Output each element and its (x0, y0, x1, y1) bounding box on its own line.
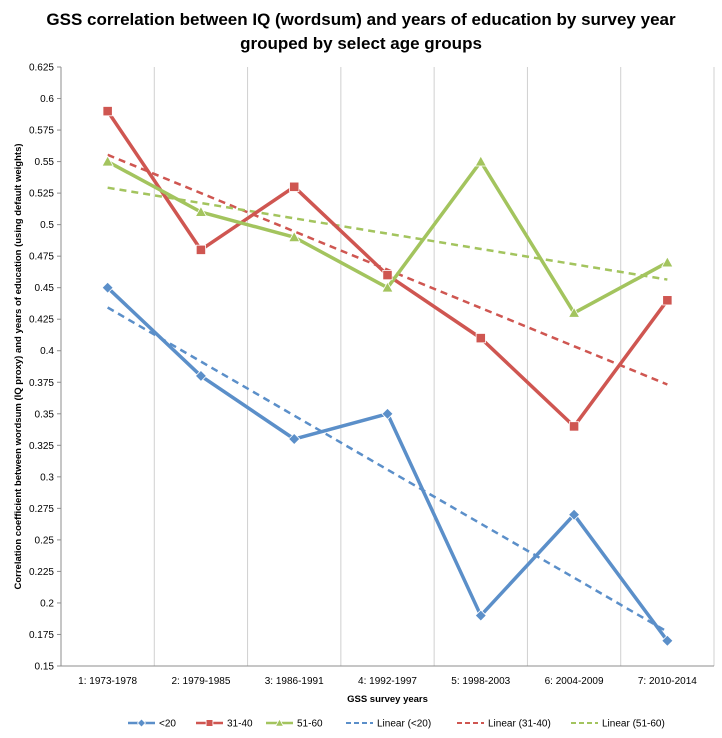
x-tick-label: 3: 1986-1991 (265, 676, 324, 687)
data-point-<20 (194, 369, 207, 383)
series-markers (101, 106, 674, 647)
legend-label: Linear (51-60) (602, 719, 665, 730)
x-tick-label: 6: 2004-2009 (545, 676, 604, 687)
data-point-31-40 (195, 244, 207, 255)
y-tick-label: 0.425 (29, 315, 54, 326)
y-tick-label: 0.45 (35, 283, 55, 294)
data-point-51-60 (661, 256, 674, 268)
data-point-<20 (288, 432, 301, 446)
x-tick-label: 7: 2010-2014 (638, 676, 697, 687)
data-point-31-40 (289, 181, 300, 192)
y-axis-label: Correlation coefficient between wordsum … (13, 143, 24, 589)
y-tick-label: 0.325 (29, 441, 54, 452)
y-tick-label: 0.575 (29, 126, 54, 137)
y-tick-label: 0.3 (40, 472, 54, 483)
trendline-31-40 (107, 153, 668, 386)
y-tick-label: 0.55 (35, 157, 55, 168)
data-point-51-60 (194, 205, 208, 217)
data-point-31-40 (102, 106, 113, 117)
data-point-31-40 (382, 269, 393, 281)
x-tick-label: 1: 1973-1978 (78, 676, 137, 687)
data-point-31-40 (475, 333, 486, 344)
x-axis-label: GSS survey years (347, 694, 428, 705)
grid-lines (60, 67, 715, 666)
axes (60, 67, 714, 667)
y-tick-label: 0.525 (29, 189, 54, 200)
legend-marker (136, 718, 147, 728)
data-point-<20 (474, 609, 487, 622)
y-tick-label: 0.4 (40, 346, 54, 357)
legend-item: Linear (31-40) (457, 719, 551, 730)
legend-item: 31-40 (196, 719, 253, 730)
data-point-<20 (101, 281, 114, 294)
data-point-<20 (661, 634, 674, 647)
trendline-<20 (107, 306, 668, 633)
y-tick-label: 0.2 (40, 598, 54, 609)
legend: <20 31-40 51-60 Linear (<20) Linear (31-40) L… (128, 718, 665, 730)
y-tick-label: 0.225 (29, 567, 54, 578)
data-point-51-60 (101, 155, 114, 167)
data-point-<20 (568, 508, 581, 521)
y-tick-label: 0.15 (35, 662, 55, 673)
x-tick-labels: 1: 1973-1978 2: 1979-1985 3: 1986-1991 4: 1… (78, 676, 697, 687)
trendline-51-60 (107, 186, 668, 281)
data-point-51-60 (381, 281, 394, 293)
chart-title-line-1: GSS correlation between IQ (wordsum) and… (46, 10, 676, 29)
legend-label: <20 (159, 719, 176, 730)
y-tick-label: 0.625 (29, 63, 54, 74)
y-tick-label: 0.35 (35, 409, 55, 420)
y-tick-labels: 0.15 0.175 0.2 0.225 0.25 0.275 0.3 0.325 0.35 0.… (29, 63, 61, 673)
data-point-51-60 (567, 306, 581, 318)
chart-title: GSS correlation between IQ (wordsum) and… (0, 8, 722, 56)
legend-item: 51-60 (266, 718, 323, 730)
y-tick-label: 0.175 (29, 630, 54, 641)
legend-marker (274, 718, 285, 727)
trendlines (107, 153, 668, 633)
legend-item: Linear (51-60) (571, 719, 665, 730)
legend-marker (205, 719, 214, 727)
data-point-51-60 (474, 155, 487, 167)
data-point-<20 (381, 407, 394, 420)
y-tick-label: 0.375 (29, 378, 54, 389)
series-lines (106, 110, 669, 642)
data-point-31-40 (568, 421, 580, 432)
y-tick-label: 0.25 (35, 535, 55, 546)
data-point-51-60 (288, 230, 301, 243)
x-tick-label: 2: 1979-1985 (171, 676, 230, 687)
legend-label: Linear (<20) (377, 719, 431, 730)
x-tick-label: 4: 1992-1997 (358, 676, 417, 687)
legend-label: Linear (31-40) (488, 719, 551, 730)
x-tick-label: 5: 1998-2003 (451, 676, 510, 687)
y-tick-label: 0.6 (40, 94, 54, 105)
y-tick-label: 0.475 (29, 252, 54, 263)
y-tick-label: 0.275 (29, 504, 54, 515)
data-point-31-40 (662, 295, 673, 306)
legend-item: Linear (<20) (346, 719, 431, 730)
legend-label: 31-40 (227, 719, 253, 730)
chart-title-line-2: grouped by select age groups (240, 34, 482, 53)
legend-label: 51-60 (297, 719, 323, 730)
legend-item: <20 (128, 718, 176, 730)
series-line-<20 (106, 286, 669, 642)
y-tick-label: 0.5 (40, 220, 54, 231)
